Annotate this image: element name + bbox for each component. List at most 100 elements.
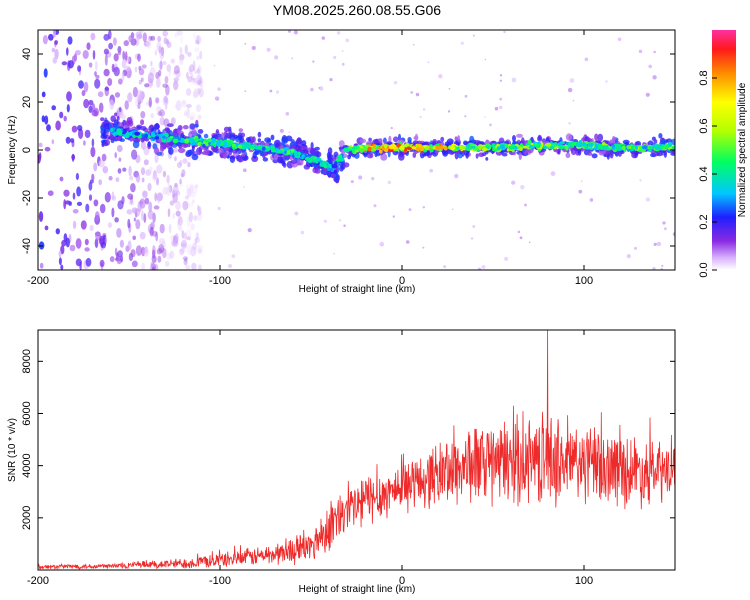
- noise-cell: [197, 210, 203, 222]
- noise-cell: [47, 190, 54, 196]
- ridge-halo-cell: [147, 141, 151, 148]
- ridge-core-cell: [485, 145, 489, 149]
- ridge-halo-cell: [393, 136, 399, 143]
- ridge-halo-cell: [481, 152, 487, 157]
- noise-cell: [186, 236, 191, 241]
- background-cell: [483, 116, 486, 118]
- noise-cell: [157, 35, 162, 43]
- background-cell: [672, 232, 675, 237]
- noise-cell: [173, 78, 179, 85]
- background-cell: [517, 230, 521, 234]
- background-cell: [578, 189, 583, 194]
- ridge-halo-cell: [222, 151, 228, 159]
- ridge-core-cell: [504, 144, 509, 148]
- ridge-halo-cell: [182, 125, 189, 130]
- noise-cell: [193, 88, 200, 98]
- ridge-core-cell: [243, 141, 250, 147]
- y-tick-label: -40: [21, 238, 33, 254]
- background-cell: [645, 92, 650, 97]
- noise-cell: [159, 60, 163, 71]
- noise-cell: [195, 75, 201, 83]
- ridge-halo-cell: [666, 138, 673, 143]
- ridge-core-cell: [388, 148, 394, 153]
- background-cell: [419, 115, 422, 119]
- noise-cell: [90, 32, 96, 41]
- ridge-core-cell: [151, 134, 156, 138]
- noise-cell: [94, 78, 101, 89]
- noise-cell: [69, 138, 75, 143]
- noise-cell: [153, 205, 160, 210]
- noise-cell: [54, 48, 59, 60]
- noise-cell: [44, 225, 49, 231]
- background-cell: [460, 41, 464, 45]
- ridge-halo-cell: [587, 151, 593, 156]
- noise-cell: [170, 235, 174, 240]
- noise-cell: [156, 164, 163, 174]
- noise-cell: [103, 68, 110, 77]
- noise-cell: [139, 200, 144, 205]
- noise-cell: [198, 76, 204, 87]
- noise-cell: [172, 240, 179, 247]
- background-cell: [422, 206, 425, 209]
- noise-cell: [155, 72, 160, 80]
- noise-cell: [180, 239, 188, 249]
- noise-cell: [162, 96, 169, 107]
- noise-cell: [118, 78, 123, 85]
- noise-cell: [144, 197, 150, 205]
- noise-cell: [109, 256, 115, 263]
- branch-cell: [334, 175, 339, 181]
- noise-cell: [137, 53, 141, 62]
- noise-cell: [121, 59, 127, 69]
- ridge-core-cell: [545, 142, 552, 147]
- ridge-core-cell: [449, 145, 456, 151]
- background-cell: [293, 30, 298, 35]
- ridge-core-cell: [594, 143, 599, 148]
- ridge-core-cell: [429, 144, 433, 149]
- ridge-core-cell: [321, 160, 328, 165]
- noise-cell: [194, 39, 200, 45]
- background-cell: [341, 50, 344, 52]
- background-cell: [294, 211, 299, 216]
- background-cell: [405, 240, 410, 244]
- ridge-core-cell: [110, 127, 113, 133]
- noise-cell: [48, 33, 54, 41]
- noise-cell: [112, 37, 117, 46]
- noise-cell: [182, 256, 189, 261]
- noise-cell: [38, 154, 41, 164]
- background-cell: [274, 55, 279, 60]
- background-cell: [503, 30, 506, 34]
- noise-cell: [186, 228, 192, 239]
- noise-cell: [156, 41, 162, 52]
- noise-cell: [184, 257, 188, 263]
- noise-cell: [166, 186, 172, 196]
- noise-cell: [120, 114, 127, 120]
- ridge-halo-cell: [191, 129, 197, 137]
- background-cell: [350, 180, 354, 184]
- ridge-core-cell: [648, 145, 653, 149]
- background-cell: [213, 64, 216, 67]
- noise-cell: [166, 64, 172, 72]
- ridge-halo-cell: [262, 157, 269, 162]
- noise-cell: [76, 201, 83, 206]
- noise-cell: [101, 241, 106, 249]
- noise-cell: [51, 105, 56, 111]
- noise-cell: [128, 165, 132, 177]
- noise-cell: [197, 67, 200, 74]
- ridge-core-cell: [185, 138, 189, 143]
- background-cell: [279, 128, 284, 133]
- ridge-core-cell: [224, 141, 228, 145]
- noise-cell: [166, 41, 172, 48]
- ridge-halo-cell: [501, 152, 508, 157]
- ridge-halo-cell: [591, 153, 598, 159]
- noise-cell: [144, 83, 150, 88]
- ridge-halo-cell: [594, 133, 599, 141]
- noise-cell: [128, 35, 132, 43]
- x-tick-label: 0: [399, 275, 405, 287]
- noise-cell: [84, 238, 89, 246]
- noise-cell: [140, 111, 146, 119]
- spectrogram-ylabel: Frequency (Hz): [7, 116, 18, 185]
- ridge-halo-cell: [412, 152, 417, 159]
- ridge-halo-cell: [132, 140, 140, 149]
- chart-title: YM08.2025.260.08.55.G06: [273, 2, 441, 18]
- x-tick-label: 100: [575, 575, 593, 587]
